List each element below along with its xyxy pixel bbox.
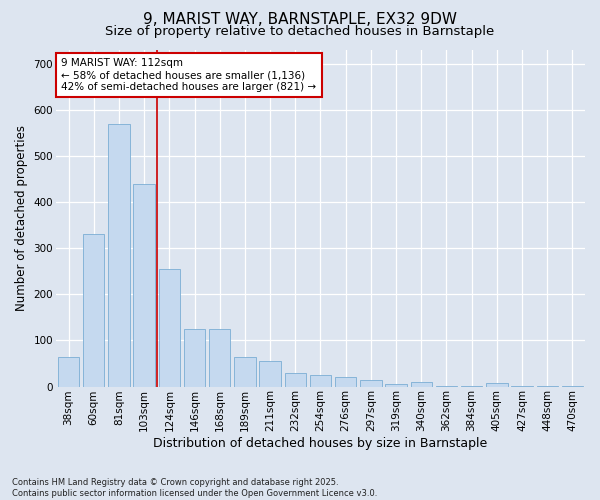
Y-axis label: Number of detached properties: Number of detached properties (15, 126, 28, 312)
Bar (209, 329, 230, 386)
Bar (83, 234, 104, 386)
Bar (259, 361, 281, 386)
Bar (385, 384, 407, 386)
Bar (284, 372, 306, 386)
Bar (234, 356, 256, 386)
Bar (184, 329, 205, 386)
Bar (158, 269, 180, 386)
Bar (335, 378, 356, 386)
Bar (410, 382, 432, 386)
Text: 9 MARIST WAY: 112sqm
← 58% of detached houses are smaller (1,136)
42% of semi-de: 9 MARIST WAY: 112sqm ← 58% of detached h… (61, 58, 316, 92)
Bar (108, 124, 130, 386)
Bar (133, 184, 155, 386)
Text: 9, MARIST WAY, BARNSTAPLE, EX32 9DW: 9, MARIST WAY, BARNSTAPLE, EX32 9DW (143, 12, 457, 28)
Bar (360, 380, 382, 386)
Text: Size of property relative to detached houses in Barnstaple: Size of property relative to detached ho… (106, 25, 494, 38)
X-axis label: Distribution of detached houses by size in Barnstaple: Distribution of detached houses by size … (154, 437, 488, 450)
Bar (486, 383, 508, 386)
Text: Contains HM Land Registry data © Crown copyright and database right 2025.
Contai: Contains HM Land Registry data © Crown c… (12, 478, 377, 498)
Bar (58, 356, 79, 386)
Bar (310, 375, 331, 386)
